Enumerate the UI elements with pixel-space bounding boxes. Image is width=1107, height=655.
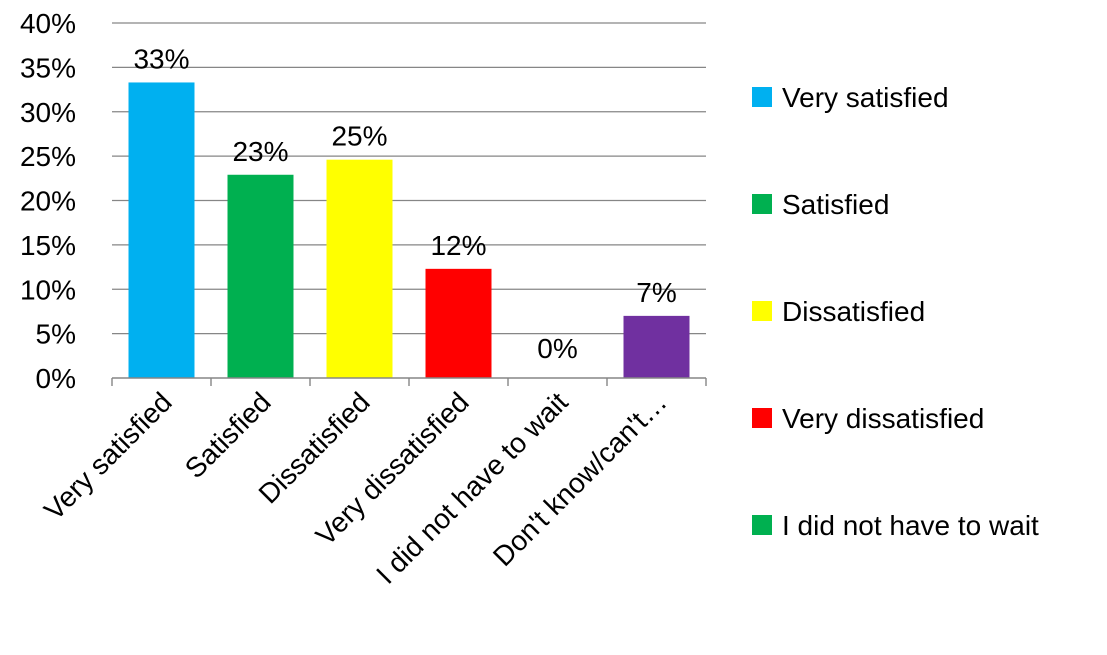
bar	[326, 159, 393, 378]
legend: Very satisfied Satisfied Dissatisfied Very …	[752, 82, 1039, 541]
legend-label: Satisfied	[782, 189, 889, 220]
category-label: Satisfied	[179, 386, 277, 484]
y-tick-label: 0%	[36, 363, 76, 394]
bar	[227, 174, 294, 378]
y-tick-label: 35%	[20, 52, 76, 83]
y-tick-label: 10%	[20, 274, 76, 305]
legend-swatch	[752, 301, 772, 321]
legend-swatch	[752, 515, 772, 535]
legend-label: Dissatisfied	[782, 296, 925, 327]
data-label: 7%	[636, 277, 676, 308]
bar	[425, 268, 492, 378]
y-tick-label: 30%	[20, 97, 76, 128]
gridlines	[112, 22, 706, 335]
category-label: I did not have to wait	[370, 386, 574, 590]
y-tick-label: 40%	[20, 8, 76, 39]
y-tick-label: 5%	[36, 319, 76, 350]
data-label: 23%	[232, 136, 288, 167]
data-label: 12%	[430, 230, 486, 261]
category-labels: Very satisfied SatisfiedDissatisfiedVery …	[38, 386, 673, 590]
data-label: 33%	[133, 43, 189, 74]
y-tick-label: 20%	[20, 186, 76, 217]
legend-label: Very dissatisfied	[782, 403, 984, 434]
bar	[623, 315, 690, 378]
y-tick-label: 15%	[20, 230, 76, 261]
y-tick-label: 25%	[20, 141, 76, 172]
data-labels: 33% 23% 25% 12% 0% 7%	[133, 43, 676, 364]
bar	[128, 82, 195, 379]
y-axis-tick-labels: 0% 5% 10% 15% 20% 25% 30% 35% 40%	[20, 8, 76, 394]
category-label: Very satisfied	[38, 386, 178, 526]
legend-swatch	[752, 87, 772, 107]
bars	[128, 82, 690, 379]
category-label: Don't know/can't…	[487, 386, 673, 572]
data-label: 25%	[331, 121, 387, 152]
data-label: 0%	[537, 333, 577, 364]
x-axis	[111, 377, 707, 386]
legend-label: Very satisfied	[782, 82, 949, 113]
legend-swatch	[752, 194, 772, 214]
legend-swatch	[752, 408, 772, 428]
legend-label: I did not have to wait	[782, 510, 1039, 541]
